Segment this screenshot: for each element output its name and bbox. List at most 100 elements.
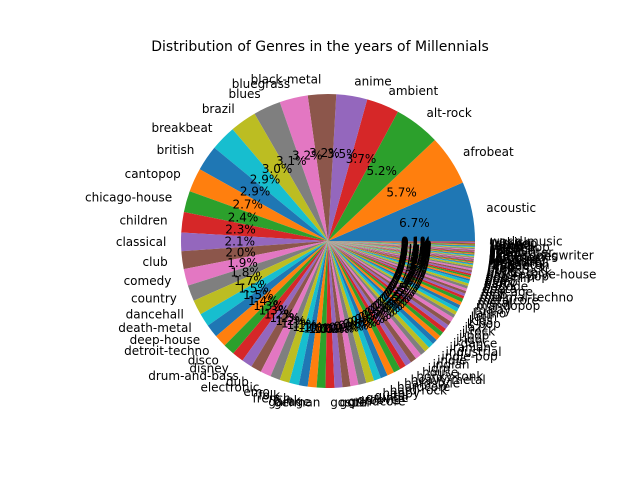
category-label-gospel: gospel: [330, 396, 370, 410]
pie-slice-psych-rock: [328, 241, 473, 271]
pie-slice-reggaeton: [328, 241, 474, 264]
percent-label-goth: 0.9%: [319, 322, 350, 336]
category-label-chicago-house: chicago-house: [85, 191, 172, 205]
percent-label-dub: 1.2%: [270, 311, 301, 325]
percent-label-british: 2.9%: [240, 184, 271, 198]
category-label-afrobeat: afrobeat: [463, 145, 514, 159]
percent-label-idm: 0.7%: [367, 304, 398, 318]
pie-slice-rock-n-roll: [328, 241, 474, 262]
percent-label-happy: 0.8%: [342, 317, 373, 331]
percent-label-show-tunes: 0.1%: [401, 242, 432, 256]
category-label-spanish: spanish: [489, 243, 535, 257]
percent-label-metalcore: 0.3%: [395, 266, 426, 280]
percent-label-french: 1.1%: [292, 320, 323, 334]
category-label-french: french: [253, 391, 291, 405]
category-label-garage: garage: [268, 395, 310, 409]
category-label-world-music: world-music: [490, 235, 563, 249]
pie-slice-punk: [328, 241, 473, 269]
percent-label-j-rock: 0.5%: [386, 284, 417, 298]
pie-slice-techno: [328, 241, 475, 246]
percent-label-malay: 0.4%: [393, 272, 424, 286]
category-label-breakbeat: breakbeat: [151, 121, 212, 135]
pie-slice-kids: [328, 241, 457, 315]
pie-slice-groove: [328, 241, 359, 387]
category-label-pop: pop: [485, 273, 508, 287]
percent-label-dancehall: 1.7%: [234, 274, 265, 288]
percent-label-trance: 0.1%: [401, 236, 432, 250]
category-label-guitar: guitar: [375, 389, 411, 403]
category-label-bluegrass: bluegrass: [232, 77, 290, 91]
category-label-cantopop: cantopop: [125, 167, 181, 181]
category-label-mandopop: mandopop: [476, 299, 540, 313]
percent-label-synth-pop: 0.1%: [401, 238, 432, 252]
category-label-alt-rock: alt-rock: [427, 106, 472, 120]
category-label-rock-n-roll: rock-n-roll: [488, 256, 549, 270]
pie-slice-emo: [270, 241, 328, 380]
category-label-indie-pop: indie-pop: [441, 349, 497, 363]
percent-label-songwriter: 0.1%: [401, 240, 432, 254]
category-label-indian: indian: [433, 357, 470, 371]
pie-slice-trip-hop: [328, 241, 475, 244]
category-label-party: party: [484, 277, 516, 291]
pie-slice-romance: [328, 241, 474, 260]
pie-slice-tango: [328, 241, 475, 247]
category-label-synth-pop: synth-pop: [490, 240, 550, 254]
pie-slice-pop: [328, 241, 471, 278]
pie-slice-dub: [251, 241, 328, 372]
percent-label-heavy-metal: 0.7%: [358, 310, 389, 324]
percent-label-singer-songwriter: 0.1%: [401, 242, 432, 256]
category-label-j-rock: j-rock: [461, 325, 495, 339]
percent-label-tango: 0.1%: [401, 237, 432, 251]
category-label-trance: trance: [490, 238, 529, 252]
percent-label-classical: 2.1%: [225, 235, 256, 249]
category-label-ambient: ambient: [389, 84, 439, 98]
percent-label-comedy: 1.9%: [227, 256, 258, 270]
percent-label-grindcore: 0.9%: [324, 322, 355, 336]
percent-label-gospel: 1.0%: [314, 322, 345, 336]
percent-label-punk-rock: 0.2%: [400, 249, 431, 263]
percent-label-death-metal: 1.5%: [238, 281, 269, 295]
pie-slice-folk: [279, 241, 328, 383]
percent-label-party: 0.2%: [398, 257, 429, 271]
percent-label-new-age: 0.3%: [396, 262, 427, 276]
pie-slice-british: [199, 147, 328, 241]
pie-slice-bluegrass: [279, 95, 328, 241]
percent-label-blues: 3.1%: [276, 154, 307, 168]
category-label-disney: disney: [189, 362, 228, 376]
pie-slice-hardcore: [328, 241, 394, 376]
percent-label-acoustic: 6.7%: [399, 216, 430, 230]
percent-label-cantopop: 2.7%: [232, 197, 263, 211]
pie-slice-show-tunes: [328, 241, 475, 256]
pie-slice-blues: [254, 102, 328, 241]
category-label-blues: blues: [228, 87, 260, 101]
category-label-new-age: new-age: [482, 285, 534, 299]
percent-label-detroit-techno: 1.4%: [248, 294, 279, 308]
pie-slice-funk: [298, 241, 328, 387]
percent-label-indie-pop: 0.6%: [375, 297, 406, 311]
percent-label-country: 1.8%: [230, 265, 261, 279]
category-label-ska: ska: [489, 247, 509, 261]
pie-slice-pagode: [328, 241, 470, 284]
percent-label-rockabilly: 0.1%: [400, 246, 431, 260]
percent-label-salsa: 0.1%: [400, 244, 431, 258]
percent-label-deep-house: 1.5%: [243, 288, 274, 302]
pie-slice-k-pop: [328, 241, 456, 318]
pie-slice-children: [181, 212, 328, 241]
category-label-classical: classical: [116, 235, 166, 249]
percent-label-hard-rock: 0.8%: [346, 316, 377, 330]
pie-slice-new-age: [328, 241, 468, 289]
percent-label-ska: 0.1%: [401, 241, 432, 255]
pie-slice-j-dance: [328, 241, 444, 336]
percent-label-grunge: 0.9%: [333, 320, 364, 334]
pie-slice-house: [328, 241, 417, 363]
category-label-sad: sad: [489, 253, 510, 267]
pie-slice-sleep: [328, 241, 475, 253]
pie-slice-minimal-techno: [328, 241, 467, 294]
pie-slice-disney: [233, 241, 328, 361]
percent-label-emo: 1.1%: [281, 316, 312, 330]
pie-slice-power-pop: [328, 241, 472, 274]
percent-label-folk: 1.1%: [287, 318, 318, 332]
pie-slice-death-metal: [200, 241, 328, 326]
percent-label-j-dance: 0.5%: [381, 290, 412, 304]
